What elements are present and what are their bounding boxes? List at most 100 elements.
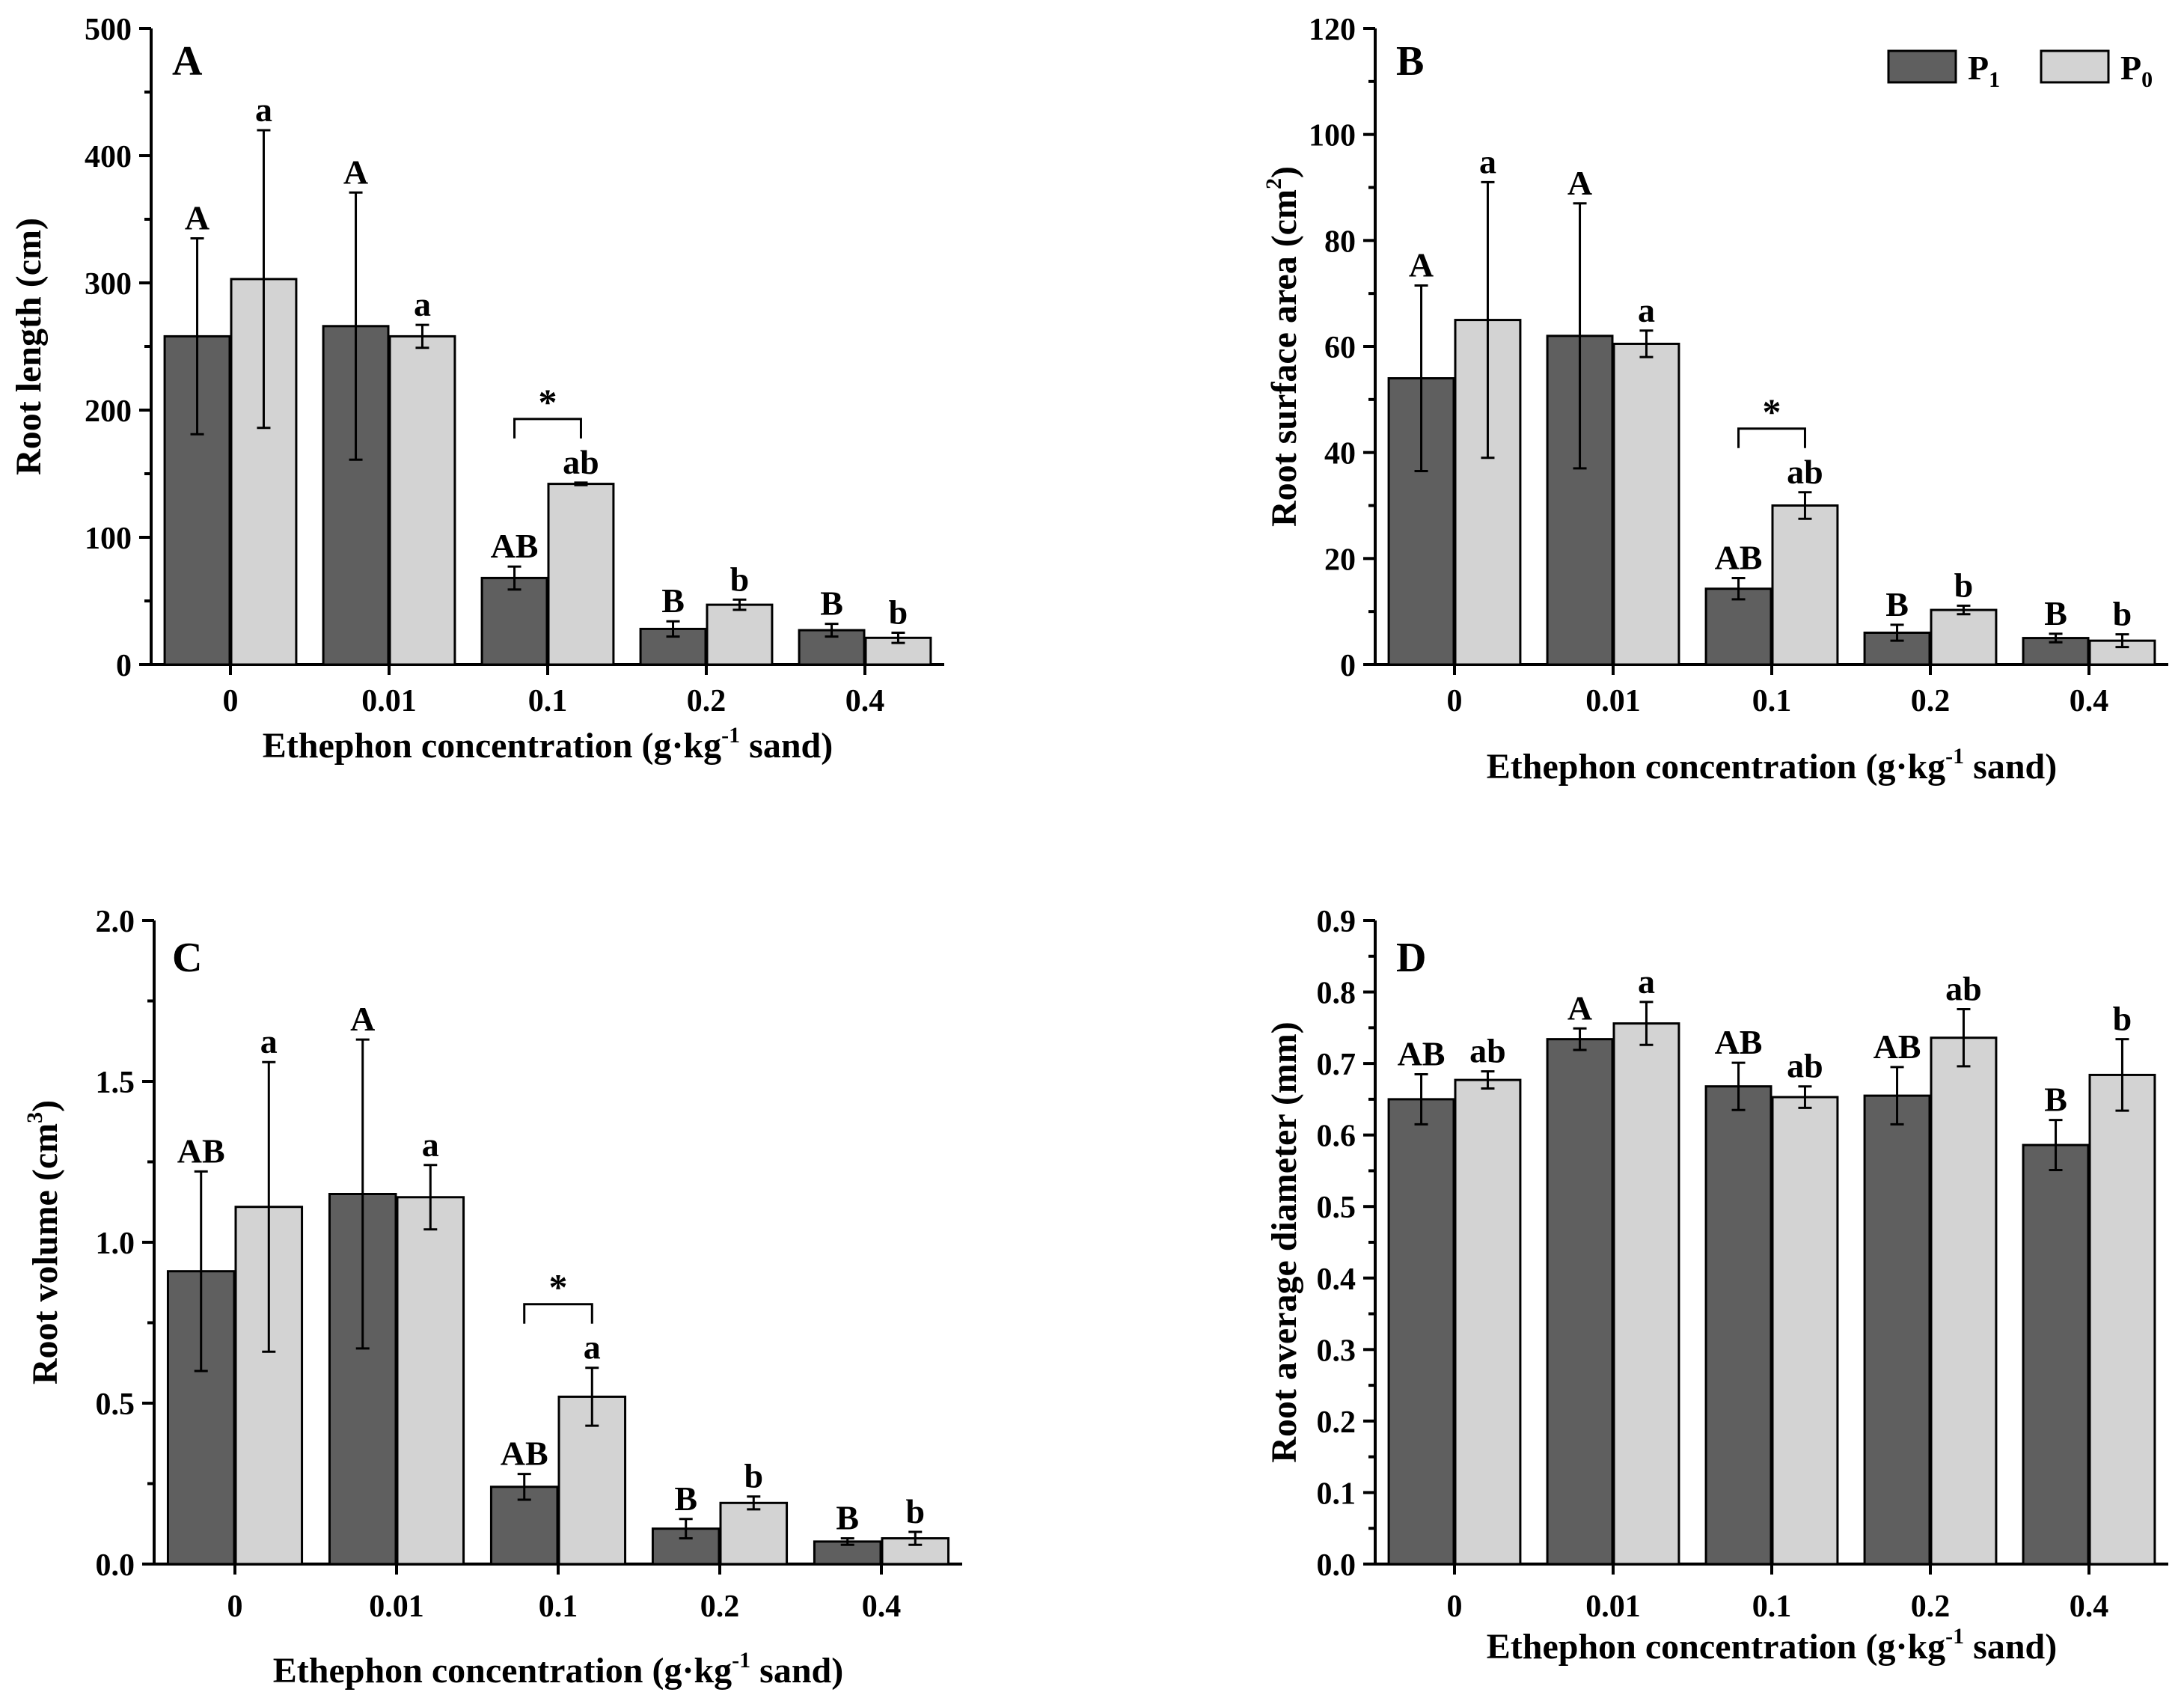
significance-letter: AB bbox=[177, 1132, 225, 1170]
x-axis-label-main: Ethephon concentration (g·kg bbox=[1487, 1627, 1945, 1667]
x-axis-label-tail: sand) bbox=[1964, 1627, 2057, 1667]
x-axis-label-main: Ethephon concentration (g·kg bbox=[1487, 747, 1945, 787]
y-tick-label: 100 bbox=[1309, 119, 1356, 153]
bar bbox=[1771, 1096, 1839, 1566]
y-tick-label: 0.0 bbox=[96, 1548, 135, 1583]
significance-bracket bbox=[513, 418, 582, 439]
y-axis-label-main: Root volume (cm bbox=[25, 1123, 65, 1384]
significance-letter: AB bbox=[1715, 1023, 1763, 1061]
y-tick-label: 20 bbox=[1324, 543, 1356, 577]
significance-letter: AB bbox=[1398, 1034, 1446, 1072]
bar bbox=[1930, 608, 1998, 666]
significance-star: * bbox=[1763, 391, 1781, 433]
panel-letter: B bbox=[1396, 38, 1424, 85]
legend-swatch bbox=[2040, 49, 2110, 84]
x-axis-label-sup: -1 bbox=[721, 723, 740, 748]
x-axis-label-main: Ethephon concentration (g·kg bbox=[273, 1651, 732, 1691]
y-tick-label: 0 bbox=[116, 649, 132, 683]
y-axis-label-tail: ) bbox=[1264, 166, 1304, 178]
y-tick-label: 300 bbox=[85, 267, 132, 302]
y-tick-label: 100 bbox=[85, 522, 132, 556]
legend-symbol: P bbox=[2120, 49, 2141, 87]
y-tick-label: 0.5 bbox=[1317, 1191, 1356, 1225]
x-axis-label: Ethephon concentration (g·kg-1 sand) bbox=[1487, 1624, 2057, 1667]
chart-panel-d: 0.0 0.1 0.2 0.3 0.4 0.5 0.6 0.7 0.8 0.9 0 0.01 0.1 0.… bbox=[1264, 905, 2168, 1667]
significance-letter: B bbox=[674, 1479, 697, 1518]
y-axis-label-tail: ) bbox=[25, 1100, 65, 1112]
x-tick-label: 0.1 bbox=[539, 1590, 578, 1624]
legend-subscript: 0 bbox=[2141, 67, 2153, 92]
bar bbox=[388, 335, 456, 666]
y-tick-label: 200 bbox=[85, 394, 132, 429]
x-tick-label: 0.01 bbox=[369, 1590, 424, 1624]
significance-letter: ab bbox=[1945, 969, 1982, 1007]
x-tick-label: 0.01 bbox=[1585, 1590, 1641, 1624]
significance-letter: ab bbox=[1469, 1032, 1506, 1070]
x-tick-label: 0.4 bbox=[2070, 684, 2109, 718]
y-tick-label: 0.4 bbox=[1317, 1262, 1356, 1297]
legend-subscript: 1 bbox=[1989, 67, 2000, 92]
bar bbox=[1454, 1078, 1522, 1566]
bar bbox=[1546, 1038, 1614, 1566]
x-tick-label: 0.1 bbox=[528, 684, 568, 718]
significance-letter: a bbox=[1638, 962, 1655, 1001]
x-tick-label: 0.2 bbox=[1911, 1590, 1951, 1624]
significance-letter: b bbox=[2113, 1000, 2132, 1038]
y-tick-label: 0.3 bbox=[1317, 1334, 1356, 1368]
significance-letter: a bbox=[255, 91, 272, 129]
x-tick-label: 0.01 bbox=[361, 684, 417, 718]
x-tick-label: 0.4 bbox=[2070, 1590, 2109, 1624]
x-axis-label-tail: sand) bbox=[1964, 747, 2057, 787]
x-axis-label: Ethephon concentration (g·kg-1 sand) bbox=[273, 1648, 843, 1691]
x-axis-label: Ethephon concentration (g·kg-1 sand) bbox=[263, 723, 833, 766]
legend-label: P0 bbox=[2120, 49, 2153, 92]
significance-bracket bbox=[1737, 427, 1806, 448]
significance-letter: B bbox=[820, 584, 843, 623]
significance-letter: A bbox=[343, 153, 368, 191]
significance-letter: b bbox=[744, 1457, 763, 1495]
x-tick-label: 0.2 bbox=[700, 1590, 740, 1624]
significance-letter: b bbox=[730, 560, 750, 598]
legend-label: P1 bbox=[1968, 49, 2000, 92]
significance-letter: AB bbox=[1715, 539, 1763, 577]
y-tick-label: 0.1 bbox=[1317, 1477, 1356, 1511]
significance-letter: A bbox=[1409, 246, 1434, 284]
y-tick-label: 2.0 bbox=[96, 905, 135, 939]
significance-letter: A bbox=[185, 199, 209, 237]
significance-letter: AB bbox=[501, 1435, 548, 1473]
bar bbox=[1863, 1094, 1931, 1566]
x-tick-label: 0.4 bbox=[862, 1590, 902, 1624]
significance-letter: A bbox=[1567, 164, 1592, 202]
significance-letter: B bbox=[836, 1499, 859, 1537]
x-axis-label: Ethephon concentration (g·kg-1 sand) bbox=[1487, 744, 2057, 787]
y-tick-label: 0.9 bbox=[1317, 905, 1356, 939]
y-axis-label-sup: 3 bbox=[22, 1112, 47, 1123]
x-tick-label: 0 bbox=[227, 1590, 243, 1624]
x-axis-label-main: Ethephon concentration (g·kg bbox=[263, 726, 721, 766]
y-axis-label: Root volume (cm3) bbox=[22, 1100, 65, 1384]
significance-star: * bbox=[549, 1266, 568, 1308]
panel-letter: D bbox=[1396, 935, 1426, 981]
significance-letter: b bbox=[905, 1492, 925, 1530]
significance-letter: A bbox=[350, 1000, 375, 1038]
significance-letter: a bbox=[584, 1328, 601, 1366]
significance-letter: b bbox=[889, 593, 908, 632]
x-tick-label: 0.01 bbox=[1585, 684, 1641, 718]
bar bbox=[396, 1196, 465, 1566]
bar bbox=[1612, 342, 1680, 666]
bar bbox=[480, 576, 548, 666]
bar bbox=[1771, 504, 1839, 666]
y-tick-label: 1.5 bbox=[96, 1066, 135, 1100]
y-tick-label: 400 bbox=[85, 140, 132, 174]
x-axis-label-sup: -1 bbox=[732, 1648, 750, 1673]
x-axis-label-sup: -1 bbox=[1945, 744, 1964, 769]
significance-letter: a bbox=[260, 1022, 278, 1060]
bar bbox=[1612, 1022, 1680, 1566]
significance-letter: A bbox=[1567, 989, 1592, 1027]
x-tick-label: 0.1 bbox=[1752, 1590, 1792, 1624]
x-tick-label: 0.2 bbox=[687, 684, 727, 718]
significance-letter: ab bbox=[563, 443, 599, 481]
y-tick-label: 0.0 bbox=[1317, 1548, 1356, 1583]
y-tick-label: 80 bbox=[1324, 225, 1356, 259]
